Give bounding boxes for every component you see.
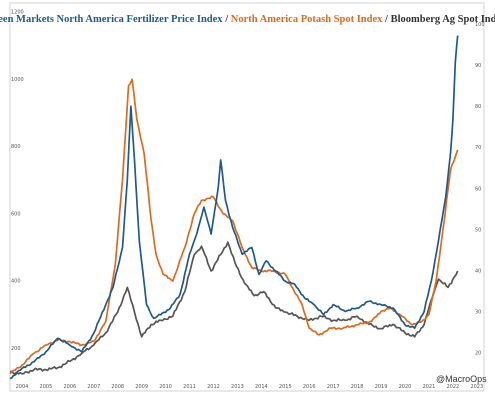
chart-title: Green Markets North America Fertilizer P… xyxy=(0,14,495,25)
right-tick-label: 20 xyxy=(475,351,481,357)
left-tick-label: 400 xyxy=(11,279,21,285)
x-tick-label: 2011 xyxy=(183,384,196,390)
x-tick-label: 2007 xyxy=(87,384,100,390)
x-tick-label: 2012 xyxy=(207,384,220,390)
x-tick-label: 2010 xyxy=(159,384,172,390)
x-tick-label: 2020 xyxy=(399,384,412,390)
x-tick-label: 2016 xyxy=(303,384,316,390)
left-axis-ticks: 200 400 600 800 1000 1200 xyxy=(11,10,24,352)
x-tick-label: 2004 xyxy=(16,384,29,390)
title-part: / xyxy=(223,14,231,25)
x-tick-label: 2005 xyxy=(40,384,53,390)
x-tick-label: 2019 xyxy=(375,384,388,390)
series-line xyxy=(9,241,459,375)
x-tick-label: 2014 xyxy=(255,384,268,390)
title-part: Bloomberg Ag Spot Index xyxy=(391,14,495,25)
plot-frame xyxy=(9,2,485,392)
left-tick-label: 800 xyxy=(11,144,21,150)
credit-label: @MacroOps xyxy=(436,374,487,384)
x-tick-label: 2018 xyxy=(351,384,364,390)
x-tick-label: 2017 xyxy=(327,384,340,390)
series-line xyxy=(9,78,459,375)
right-axis-ticks: 20 30 40 50 60 70 80 90 100 xyxy=(475,22,485,357)
x-tick-label: 2009 xyxy=(135,384,148,390)
title-part: North America Potash Spot Index xyxy=(231,14,383,25)
left-tick-label: 600 xyxy=(11,211,21,217)
x-tick-label: 2013 xyxy=(231,384,244,390)
series-lines xyxy=(9,35,459,380)
x-tick-label: 2022 xyxy=(447,384,460,390)
x-tick-label: 2006 xyxy=(63,384,76,390)
right-tick-label: 80 xyxy=(475,104,481,110)
x-tick-label: 2021 xyxy=(423,384,436,390)
right-tick-label: 100 xyxy=(475,22,485,28)
x-tick-label: 2023 xyxy=(470,384,483,390)
left-tick-label: 1000 xyxy=(11,77,24,83)
title-part: / xyxy=(382,14,390,25)
right-tick-label: 50 xyxy=(475,227,481,233)
series-line xyxy=(9,35,459,380)
x-tick-label: 2008 xyxy=(111,384,124,390)
title-part: Green Markets North America Fertilizer P… xyxy=(0,14,223,25)
right-tick-label: 30 xyxy=(475,310,481,316)
right-tick-label: 60 xyxy=(475,186,481,192)
x-tick-label: 2015 xyxy=(279,384,292,390)
right-tick-label: 90 xyxy=(475,63,481,69)
left-tick-label: 1200 xyxy=(11,10,24,16)
x-axis-ticks: 2004 2005 2006 2007 2008 2009 2010 2011 2012 2013… xyxy=(16,384,484,390)
right-tick-label: 70 xyxy=(475,145,481,151)
right-tick-label: 40 xyxy=(475,269,481,275)
left-tick-label: 200 xyxy=(11,346,21,352)
